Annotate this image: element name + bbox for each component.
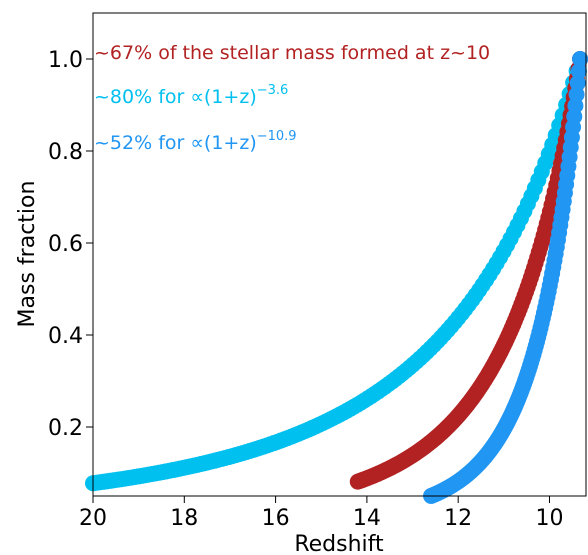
y-tick-label: 0.8 [48, 140, 83, 165]
annotation-exp-10-9-sup: −10.9 [257, 129, 297, 144]
series-0 [85, 51, 588, 492]
y-tick-label: 0.2 [48, 416, 83, 441]
series-2-point [572, 51, 588, 67]
annotation-exp-3-6: ~80% for ∝(1+z)−3.6 [94, 83, 288, 108]
x-tick-label: 20 [79, 506, 107, 531]
plot-frame [92, 12, 587, 497]
series-layer [85, 51, 588, 504]
y-axis-label: Mass fraction [15, 181, 40, 328]
x-tick-label: 12 [444, 506, 472, 531]
x-tick-label: 16 [262, 506, 290, 531]
series-2-point [570, 63, 587, 80]
annotation-stellar-mass-text: ~67% of the stellar mass formed at z~10 [94, 42, 490, 64]
series-2-point [569, 75, 586, 92]
x-axis-label: Redshift [294, 532, 384, 555]
annotation-exp-10-9-text: ~52% for ∝(1+z) [94, 132, 257, 154]
y-tick-label: 1.0 [48, 48, 83, 73]
y-tick-label: 0.4 [48, 324, 83, 349]
y-tick-label: 0.6 [48, 232, 83, 257]
x-tick-label: 18 [170, 506, 198, 531]
annotation-stellar-mass: ~67% of the stellar mass formed at z~10 [94, 42, 490, 64]
annotation-exp-3-6-sup: −3.6 [257, 83, 289, 98]
x-tick-label: 10 [535, 506, 563, 531]
x-tick-label: 14 [353, 506, 381, 531]
ticks-layer: 20 18 16 14 12 10 0.2 0.4 0.6 0.8 1.0 [48, 48, 563, 531]
annotation-exp-10-9: ~52% for ∝(1+z)−10.9 [94, 129, 297, 154]
series-2-point [568, 86, 585, 103]
annotation-exp-3-6-text: ~80% for ∝(1+z) [94, 86, 257, 108]
